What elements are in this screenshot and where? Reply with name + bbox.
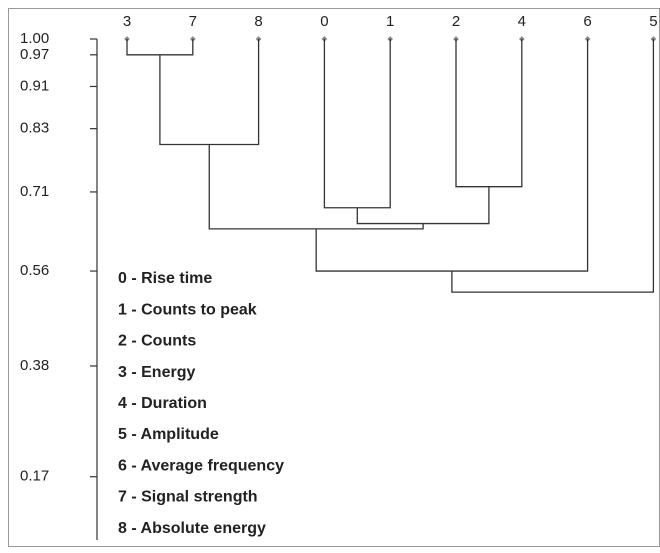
leaf-label: 3 bbox=[123, 13, 131, 30]
frame bbox=[8, 8, 660, 547]
y-tick-label: 1.00 bbox=[20, 30, 49, 47]
legend-entry: 6 - Average frequency bbox=[118, 457, 284, 474]
leaf-label: 8 bbox=[254, 13, 262, 30]
link bbox=[455, 39, 523, 188]
legend-entry: 0 - Rise time bbox=[118, 270, 212, 287]
leaf-label: 6 bbox=[583, 13, 591, 30]
legend-entry: 2 - Counts bbox=[118, 333, 196, 350]
link bbox=[315, 39, 589, 272]
y-tick-label: 0.17 bbox=[20, 468, 49, 485]
leaf-label: 5 bbox=[649, 13, 657, 30]
legend-entry: 5 - Amplitude bbox=[118, 426, 219, 443]
y-tick-label: 0.38 bbox=[20, 357, 49, 374]
leaf-label: 0 bbox=[320, 13, 328, 30]
legend-entry: 1 - Counts to peak bbox=[118, 301, 257, 318]
leaf-label: 7 bbox=[189, 13, 197, 30]
y-tick-label: 0.97 bbox=[20, 46, 49, 63]
link bbox=[323, 39, 391, 209]
legend-entry: 7 - Signal strength bbox=[118, 489, 258, 506]
link bbox=[356, 186, 490, 225]
y-tick-label: 0.91 bbox=[20, 77, 49, 94]
link bbox=[451, 39, 655, 293]
legend-entry: 3 - Energy bbox=[118, 364, 195, 381]
y-tick-label: 0.83 bbox=[20, 120, 49, 137]
y-tick-label: 0.56 bbox=[20, 262, 49, 279]
legend-entry: 4 - Duration bbox=[118, 395, 207, 412]
y-tick-label: 0.71 bbox=[20, 183, 49, 200]
link bbox=[126, 39, 194, 56]
leaf-label: 2 bbox=[452, 13, 460, 30]
legend-entry: 8 - Absolute energy bbox=[118, 520, 266, 537]
leaf-label: 4 bbox=[518, 13, 526, 30]
link bbox=[208, 144, 424, 230]
leaf-label: 1 bbox=[386, 13, 394, 30]
